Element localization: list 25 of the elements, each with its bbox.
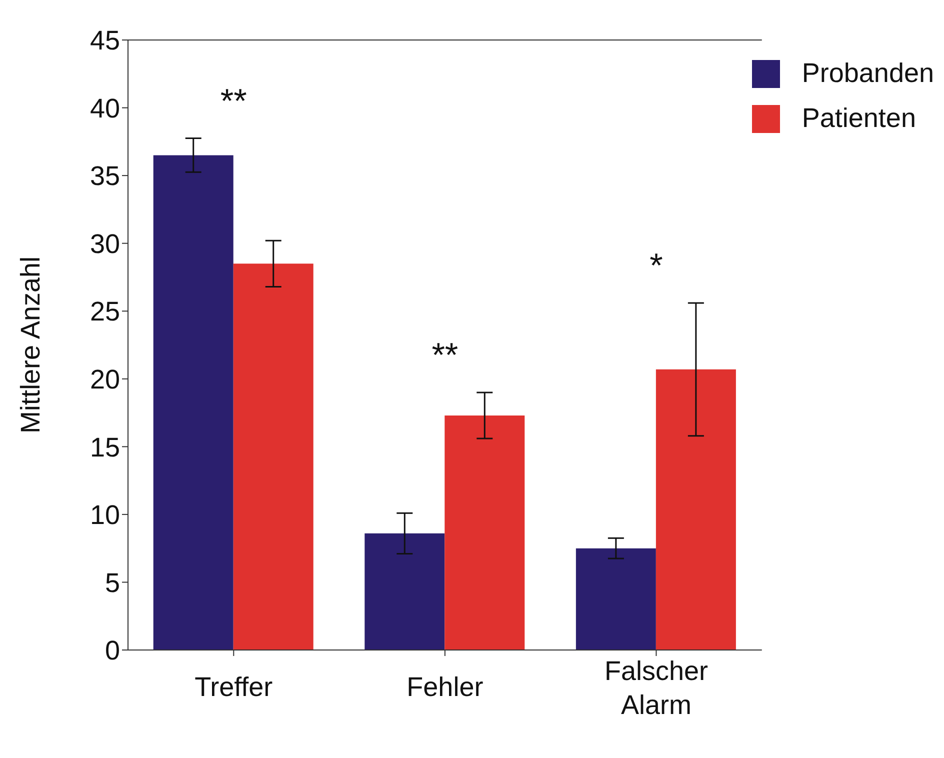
annotation: ** <box>432 336 458 374</box>
y-tick-label: 20 <box>90 364 120 394</box>
x-tick-label: Treffer <box>194 672 273 702</box>
legend-label: Patienten <box>802 103 916 134</box>
x-tick-label: Fehler <box>406 672 484 702</box>
y-tick-label: 15 <box>90 432 120 462</box>
y-tick-label: 40 <box>90 93 120 124</box>
bar <box>153 155 234 650</box>
y-tick-label: 45 <box>90 26 120 56</box>
annotation: * <box>650 246 663 285</box>
y-tick-label: 0 <box>104 636 120 666</box>
y-axis-title: Mittlere Anzahl <box>16 256 46 434</box>
legend-label: Probanden <box>802 58 934 89</box>
bar <box>656 369 736 650</box>
y-tick-label: 5 <box>104 568 120 598</box>
y-tick-label: 25 <box>90 296 120 327</box>
bar <box>444 415 525 650</box>
x-tick-label: Falscher Alarm <box>604 656 708 720</box>
y-tick-label: 30 <box>90 228 120 259</box>
y-tick-label: 35 <box>90 161 120 192</box>
bar <box>364 533 445 650</box>
y-tick-label: 10 <box>90 500 120 530</box>
bar <box>576 548 656 650</box>
bar <box>233 264 314 650</box>
annotation: ** <box>220 82 247 120</box>
